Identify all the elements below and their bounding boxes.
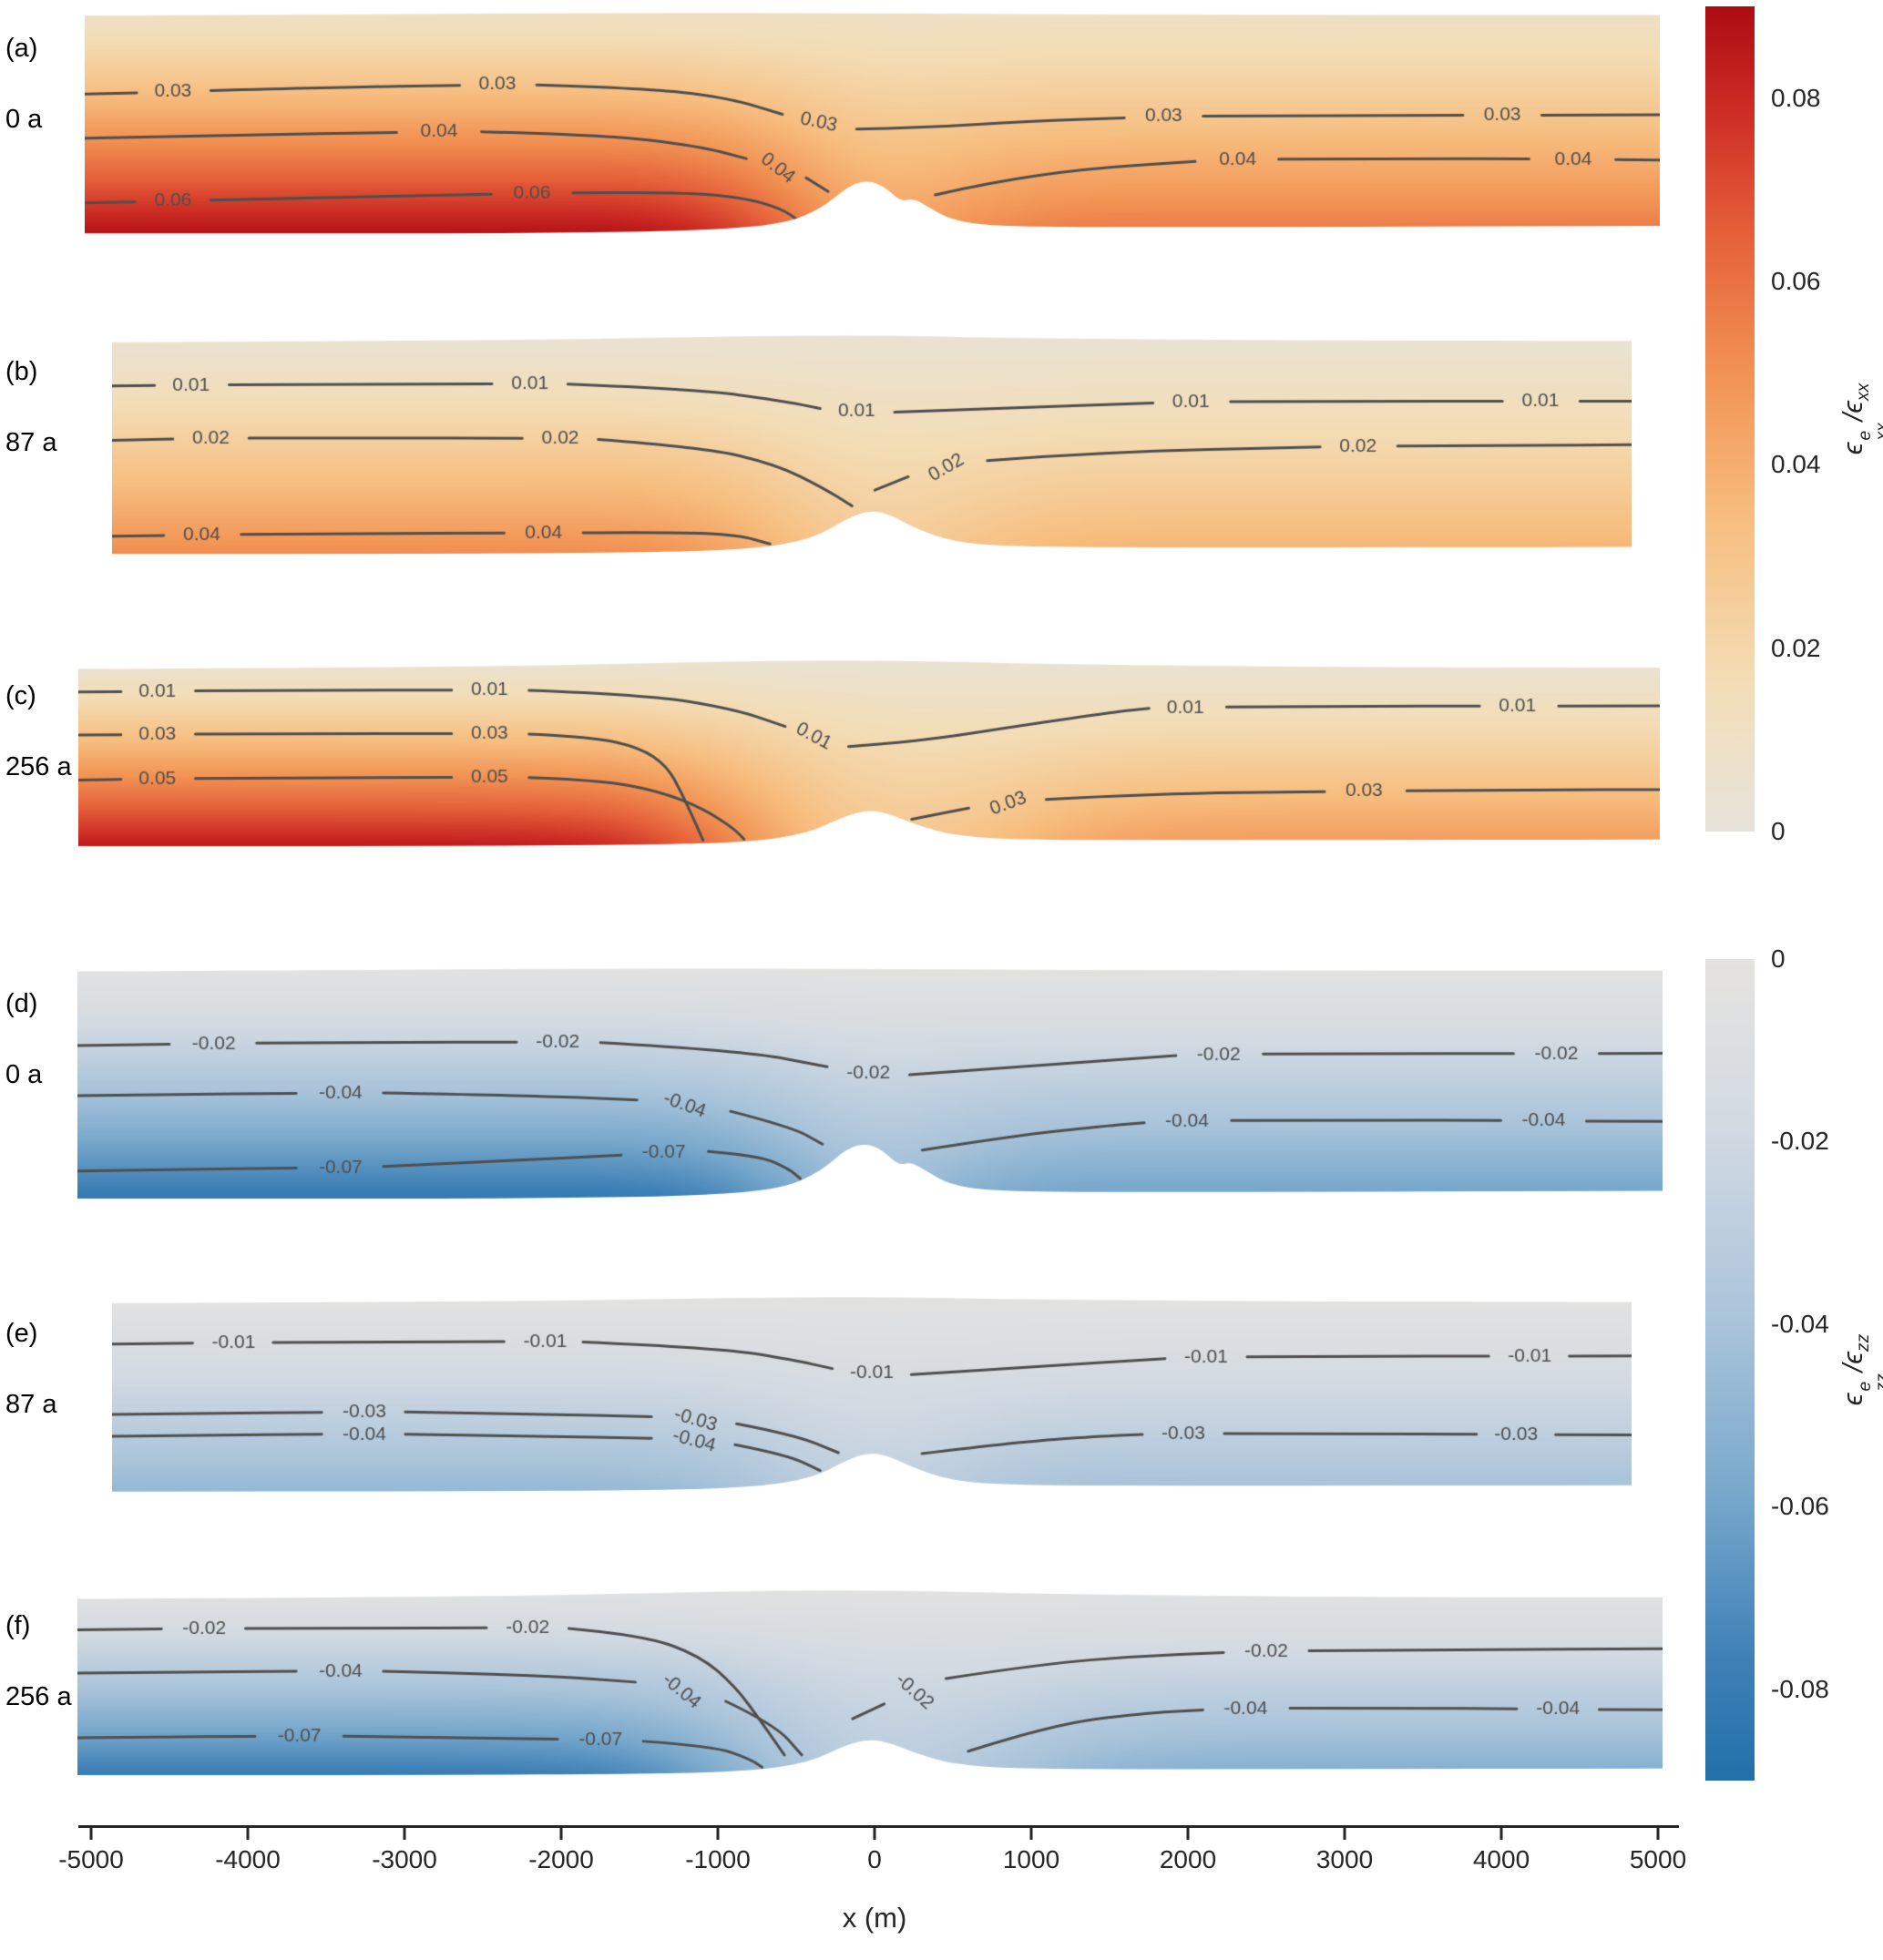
colorbar-ezz-tick-label: -0.04 — [1771, 1309, 1829, 1338]
panel-b-plot — [112, 333, 1632, 557]
panel-d-canvas — [77, 965, 1663, 1202]
x-axis-tick — [1656, 1828, 1660, 1840]
x-axis-tick — [403, 1828, 406, 1840]
x-axis-tick-label: -5000 — [58, 1845, 124, 1873]
panel-c-time-label: 256 a — [5, 752, 72, 781]
x-axis-tick — [1029, 1828, 1033, 1840]
x-axis-title: x (m) — [842, 1902, 907, 1934]
panel-e-time-label: 87 a — [5, 1390, 57, 1419]
x-axis-tick — [1499, 1828, 1503, 1840]
colorbar-exx-tick-label: 0.08 — [1771, 83, 1821, 112]
x-axis-tick — [246, 1828, 250, 1840]
panel-c-plot — [78, 658, 1660, 849]
x-axis-tick-label: 1000 — [1002, 1845, 1060, 1873]
panel-a-time-label: 0 a — [5, 105, 43, 134]
panel-e-canvas — [112, 1295, 1632, 1495]
colorbar-ezz — [1705, 959, 1755, 1781]
colorbar-exx-tick-label: 0 — [1771, 817, 1786, 845]
panel-d-label: (d) — [5, 989, 38, 1018]
panel-b-time-label: 87 a — [5, 428, 57, 457]
colorbar-exx-tick-label: 0.06 — [1771, 267, 1821, 295]
x-axis-tick-label: 4000 — [1472, 1845, 1530, 1873]
x-axis-tick — [1343, 1828, 1346, 1840]
x-axis-tick-label: 3000 — [1315, 1845, 1374, 1873]
colorbar-ezz-tick-label: -0.02 — [1771, 1127, 1829, 1156]
panel-f-canvas — [77, 1587, 1663, 1778]
panel-f-label: (f) — [5, 1611, 31, 1640]
colorbar-exx-gradient — [1705, 6, 1755, 832]
x-axis-line — [78, 1825, 1679, 1828]
panel-e-label: (e) — [5, 1319, 38, 1348]
colorbar-exx-title: ϵ e xx/ϵxx — [1836, 383, 1883, 455]
panel-f-time-label: 256 a — [5, 1682, 72, 1711]
panel-e-plot — [112, 1295, 1632, 1495]
panel-a-canvas — [85, 10, 1660, 237]
x-axis-tick — [89, 1828, 93, 1840]
panel-d-time-label: 0 a — [5, 1060, 43, 1089]
panel-c-label: (c) — [5, 681, 36, 710]
x-axis-tick-label: 0 — [867, 1845, 882, 1873]
panel-b-canvas — [112, 333, 1632, 557]
colorbar-ezz-gradient — [1705, 959, 1755, 1781]
x-axis-tick-label: 2000 — [1159, 1845, 1217, 1873]
colorbar-exx-tick-label: 0.04 — [1771, 450, 1821, 479]
colorbar-ezz-tick-label: -0.08 — [1771, 1674, 1829, 1703]
colorbar-ezz-tick-label: 0 — [1771, 944, 1786, 973]
x-axis-tick-label: -2000 — [528, 1845, 594, 1873]
colorbar-exx-tick-label: 0.02 — [1771, 633, 1821, 662]
x-axis-tick-label: -3000 — [372, 1845, 437, 1873]
panel-b-label: (b) — [5, 357, 38, 386]
x-axis-tick — [559, 1828, 563, 1840]
x-axis-tick — [716, 1828, 720, 1840]
colorbar-ezz-tick-label: -0.06 — [1771, 1492, 1829, 1521]
x-axis-tick-label: -4000 — [215, 1845, 281, 1873]
panel-a-label: (a) — [5, 34, 38, 63]
colorbar-ezz-title: ϵ e zz/ϵzz — [1836, 1333, 1883, 1406]
x-axis-tick-label: 5000 — [1629, 1845, 1687, 1873]
panel-f-plot — [77, 1587, 1663, 1778]
x-axis-tick — [873, 1828, 876, 1840]
panel-d-plot — [77, 965, 1663, 1202]
x-axis-tick-label: -1000 — [685, 1845, 751, 1873]
panel-c-canvas — [78, 658, 1660, 849]
x-axis-tick — [1186, 1828, 1190, 1840]
panel-a-plot — [85, 10, 1660, 237]
colorbar-exx — [1705, 6, 1755, 832]
